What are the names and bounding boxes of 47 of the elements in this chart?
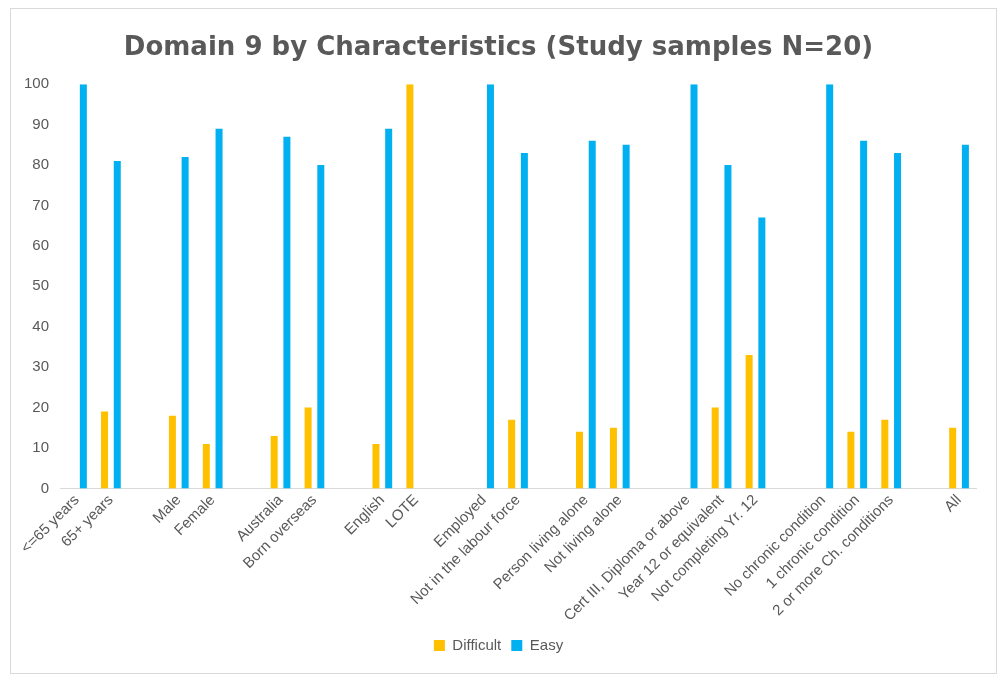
bar	[847, 431, 855, 489]
legend-label: Difficult	[452, 635, 503, 653]
bar	[317, 165, 325, 489]
bar	[168, 415, 176, 489]
bar	[113, 161, 121, 489]
bar	[894, 152, 902, 489]
bar	[486, 84, 494, 489]
bar	[79, 84, 87, 489]
bar	[372, 443, 380, 489]
bar	[622, 144, 630, 489]
y-tick-label: 0	[40, 478, 50, 496]
bar	[215, 128, 223, 489]
y-tick-label: 40	[32, 316, 50, 334]
y-tick-label: 90	[32, 114, 50, 132]
y-tick-label: 80	[32, 155, 50, 173]
bar	[181, 156, 189, 489]
y-tick-label: 10	[32, 438, 50, 456]
bar	[609, 427, 617, 489]
chart-title: Domain 9 by Characteristics (Study samples N=20)	[123, 31, 874, 62]
bar	[101, 411, 109, 489]
bar	[588, 140, 596, 489]
y-tick-label: 100	[24, 74, 50, 92]
y-tick-label: 20	[32, 397, 50, 415]
bar	[385, 128, 393, 489]
legend-label: Easy	[529, 635, 564, 653]
bar	[576, 431, 583, 489]
bar	[304, 407, 312, 489]
bar	[745, 355, 753, 489]
bar	[758, 217, 766, 489]
bar	[508, 419, 516, 489]
bar	[520, 152, 528, 489]
y-tick-label: 50	[32, 276, 50, 294]
y-tick-label: 30	[32, 357, 50, 375]
bar	[406, 84, 414, 489]
bar	[961, 144, 969, 489]
bar	[270, 435, 278, 489]
bar	[949, 427, 957, 489]
bar	[826, 84, 834, 489]
bar	[860, 140, 868, 489]
bar	[711, 407, 719, 489]
bar	[202, 443, 210, 489]
bar	[881, 419, 889, 489]
bar	[724, 165, 732, 489]
bar	[283, 136, 291, 489]
y-tick-label: 60	[32, 236, 50, 254]
x-tick-label: All	[940, 490, 965, 515]
y-tick-label: 70	[32, 195, 50, 213]
